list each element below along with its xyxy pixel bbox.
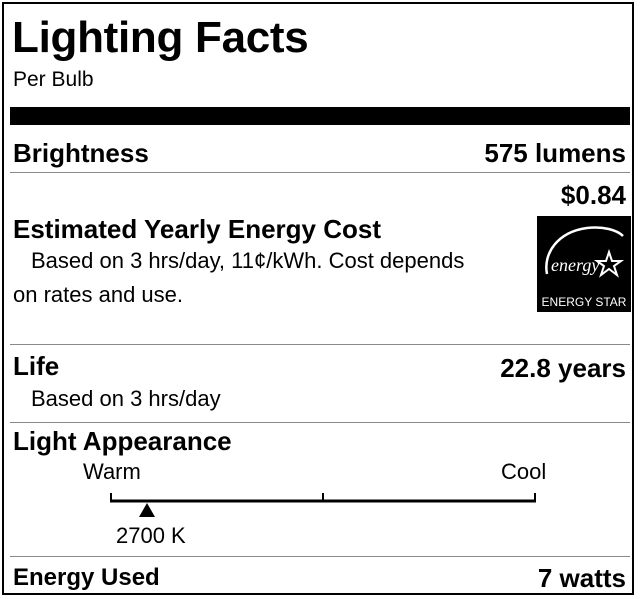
divider-light-appearance bbox=[10, 556, 630, 557]
energy-star-caption: ENERGY STAR bbox=[541, 295, 627, 309]
energy-cost-value: $0.84 bbox=[560, 180, 626, 210]
energy-star-script: energy bbox=[551, 255, 599, 275]
divider-life bbox=[10, 422, 630, 423]
warm-label: Warm bbox=[83, 459, 141, 484]
energy-cost-note-line2: on rates and use. bbox=[13, 282, 184, 307]
energy-star-icon: energy bbox=[545, 226, 625, 278]
color-temperature-marker bbox=[139, 503, 155, 517]
cool-label: Cool bbox=[501, 459, 547, 484]
energy-used-label: Energy Used bbox=[13, 564, 160, 591]
life-value: 22.8 years bbox=[500, 353, 626, 383]
divider-brightness bbox=[10, 172, 630, 173]
divider-energy-cost bbox=[10, 344, 630, 345]
brightness-label: Brightness bbox=[13, 138, 149, 168]
label-subtitle: Per Bulb bbox=[13, 68, 94, 91]
energy-cost-label: Estimated Yearly Energy Cost bbox=[13, 214, 382, 244]
brightness-value: 575 lumens bbox=[484, 138, 626, 168]
label-title: Lighting Facts bbox=[12, 13, 309, 62]
life-note: Based on 3 hrs/day bbox=[31, 386, 221, 411]
light-appearance-label: Light Appearance bbox=[13, 426, 232, 456]
energy-cost-note-line1: Based on 3 hrs/day, 11¢/kWh. Cost depend… bbox=[31, 248, 465, 273]
energy-star-logo: energy ENERGY STAR bbox=[537, 216, 631, 312]
thick-divider bbox=[10, 107, 630, 125]
color-temperature-value: 2700 K bbox=[116, 523, 186, 548]
lighting-facts-label: Lighting Facts Per Bulb Brightness 575 l… bbox=[2, 2, 634, 595]
energy-used-value: 7 watts bbox=[537, 563, 626, 593]
life-label: Life bbox=[13, 351, 60, 381]
